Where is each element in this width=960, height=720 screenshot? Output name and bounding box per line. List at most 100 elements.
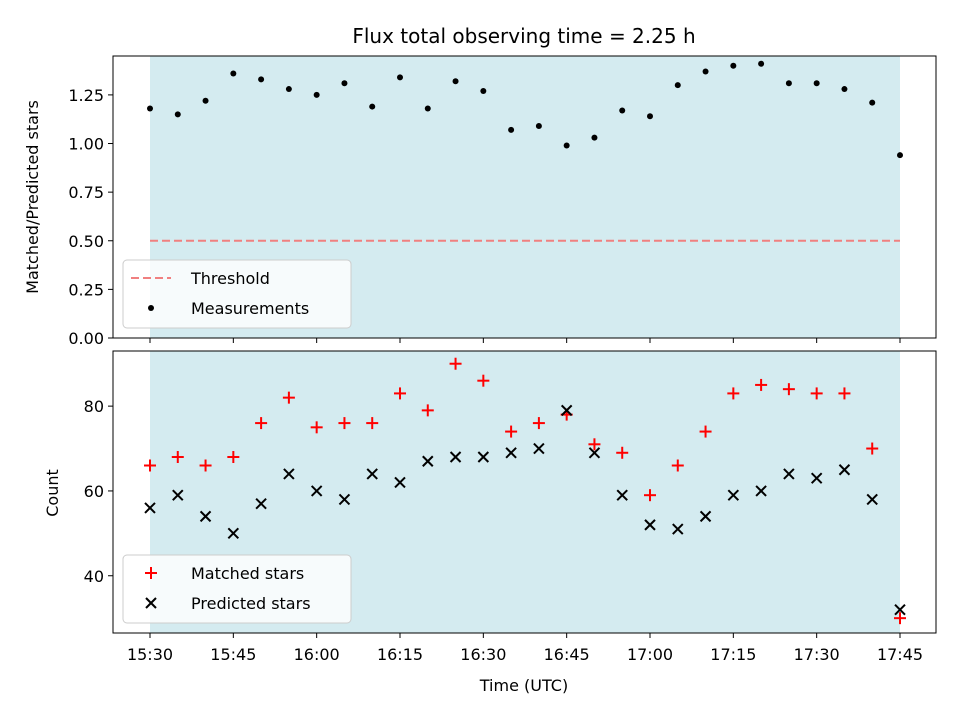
measurement-point [591, 134, 598, 141]
measurement-point [341, 80, 348, 87]
predicted-x-b [422, 455, 434, 467]
x-tick-label: 17:45 [877, 645, 923, 664]
measurement-point [202, 97, 209, 104]
matched-stars-point [782, 383, 795, 396]
measurement-point [285, 86, 292, 93]
x-tick-label: 17:15 [710, 645, 756, 664]
measurement-point [785, 80, 792, 87]
top-y-tick-label: 0.25 [68, 280, 104, 299]
top-y-tick-label: 0.75 [68, 183, 104, 202]
predicted-stars-point [533, 442, 545, 455]
measurement-point [313, 91, 320, 98]
top-plot-area: 0.00 0.25 0.50 0.75 1.00 1.25 Threshold Measure… [68, 55, 937, 348]
top-y-tick-label: 0.50 [68, 232, 104, 251]
predicted-stars-point [810, 472, 823, 484]
predicted-stars-point [449, 451, 462, 463]
predicted-stars-point [699, 510, 712, 523]
predicted-x-b [699, 510, 712, 523]
measurement-point [452, 78, 459, 85]
matched-stars-point [588, 438, 601, 451]
top-legend: Threshold Measurements [122, 259, 352, 329]
measurement-point [258, 76, 265, 83]
predicted-x-b [394, 476, 406, 489]
matched-stars-point [310, 421, 323, 434]
measurement-point [619, 107, 626, 114]
x-tick-label: 15:45 [210, 645, 256, 664]
matched-stars-point [727, 387, 740, 400]
top-y-tick-label: 1.25 [68, 86, 104, 105]
predicted-x-b [199, 510, 212, 523]
matched-stars-point [699, 425, 712, 438]
predicted-stars-point [338, 493, 351, 506]
x-tick-label: 17:30 [794, 645, 840, 664]
predicted-x-b [644, 519, 656, 531]
matched-stars-point [449, 357, 462, 370]
predicted-x-b [672, 523, 684, 535]
predicted-x-b [255, 497, 267, 510]
predicted-x-b [144, 502, 156, 514]
matched-stars-point [171, 451, 184, 464]
measurement-point [758, 60, 765, 67]
legend-label: Matched stars [191, 564, 304, 583]
measurement-point [730, 62, 737, 69]
predicted-stars-point [783, 468, 795, 480]
predicted-x-b [477, 451, 490, 463]
top-axes-frame [112, 55, 937, 339]
predicted-x-b [172, 489, 184, 501]
predicted-x-b [505, 447, 517, 459]
bottom-y-tick-label: 80 [84, 397, 104, 416]
legend-box [122, 259, 352, 329]
predicted-stars-point [672, 523, 684, 535]
measurement-point [869, 99, 876, 106]
matched-stars-point [421, 404, 434, 417]
predicted-x-b [810, 472, 823, 484]
matched-stars-point [282, 391, 295, 404]
predicted-x-b [560, 404, 573, 417]
predicted-x-b [838, 464, 851, 476]
measurement-point [480, 88, 487, 95]
predicted-stars-point [727, 489, 740, 501]
matched-stars-point [477, 374, 490, 387]
matched-stars-point [894, 612, 906, 625]
predicted-stars-point [866, 493, 878, 506]
matched-stars-point [394, 387, 406, 400]
predicted-x-b [783, 468, 795, 480]
bottom-y-tick-label: 60 [84, 482, 104, 501]
matched-stars-point [505, 425, 518, 438]
matched-stars-point [255, 417, 268, 430]
legend-label: Predicted stars [191, 594, 311, 613]
predicted-stars-point [227, 527, 240, 540]
matched-stars-point [199, 459, 212, 472]
predicted-stars-point [477, 451, 490, 463]
x-axis-label: Time (UTC) [479, 676, 568, 695]
measurement-point [397, 74, 403, 81]
legend-label: Threshold [190, 269, 270, 288]
top-y-axis-label: Matched/Predicted stars [23, 100, 42, 294]
predicted-x-b [449, 451, 462, 463]
measurement-point [230, 70, 237, 77]
legend-label: Measurements [191, 299, 309, 318]
legend-predicted-swatch-b [145, 597, 157, 609]
matched-stars-point [866, 442, 879, 455]
predicted-x-b [227, 527, 240, 540]
x-tick-label: 16:15 [377, 645, 423, 664]
matched-stars-point [671, 459, 684, 472]
predicted-stars-point [755, 485, 767, 497]
x-tick-label: 17:00 [627, 645, 673, 664]
predicted-stars-point [838, 464, 851, 476]
predicted-x-b [755, 485, 767, 497]
measurement-point [563, 142, 570, 149]
predicted-stars-point [644, 519, 656, 531]
bottom-plot-area: 40 60 80 15:30 15:45 16:00 16:15 16:30 16:45 17:0… [84, 350, 937, 664]
matched-stars-point [755, 378, 768, 391]
legend-measurement-swatch [148, 305, 154, 311]
predicted-x-b [533, 442, 545, 455]
matched-stars-point [532, 417, 545, 430]
bottom-y-tick-label: 40 [84, 567, 104, 586]
x-tick-label: 15:30 [127, 645, 173, 664]
predicted-stars-point [255, 497, 267, 510]
measurement-point [897, 152, 903, 159]
predicted-stars-point [310, 485, 323, 497]
measurement-point [424, 105, 431, 112]
predicted-stars-point [505, 447, 517, 459]
